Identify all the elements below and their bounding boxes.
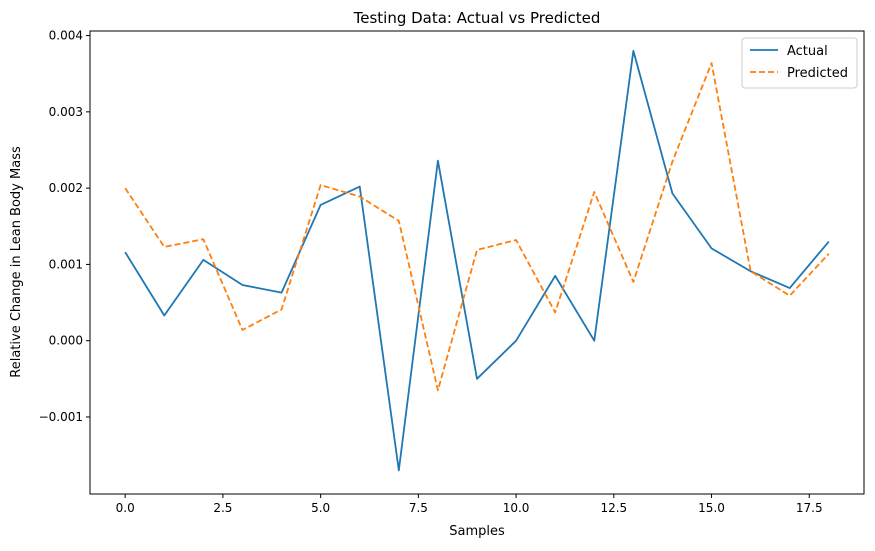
y-tick-label: −0.001 <box>39 410 83 424</box>
series-line-predicted <box>124 62 830 392</box>
y-tick-label: 0.003 <box>49 105 83 119</box>
y-tick-label: 0.002 <box>49 181 83 195</box>
legend-label-actual: Actual <box>787 44 828 59</box>
y-tick-label: 0.000 <box>49 334 83 348</box>
x-tick-label: 10.0 <box>503 501 530 515</box>
x-tick-label: 2.5 <box>213 501 232 515</box>
series-layer <box>124 49 830 472</box>
x-tick-label: 17.5 <box>796 501 823 515</box>
plot-frame <box>89 30 865 495</box>
legend-label-predicted: Predicted <box>787 66 848 81</box>
series-line-actual <box>124 49 830 472</box>
x-tick-label: 15.0 <box>698 501 725 515</box>
x-axis-label: Samples <box>449 524 505 539</box>
x-tick-label: 5.0 <box>311 501 330 515</box>
x-axis: 0.0 2.5 5.0 7.5 10.0 12.5 15.0 17.5 <box>116 494 823 515</box>
x-tick-label: 0.0 <box>116 501 135 515</box>
chart-title: Testing Data: Actual vs Predicted <box>353 9 601 27</box>
y-axis-label: Relative Change in Lean Body Mass <box>9 146 24 378</box>
legend: Actual Predicted <box>741 37 858 89</box>
x-tick-label: 12.5 <box>600 501 627 515</box>
y-tick-label: 0.004 <box>49 29 83 43</box>
y-tick-label: 0.001 <box>49 257 83 271</box>
x-tick-label: 7.5 <box>409 501 428 515</box>
y-axis: −0.001 0.000 0.001 0.002 0.003 0.004 <box>39 29 90 424</box>
